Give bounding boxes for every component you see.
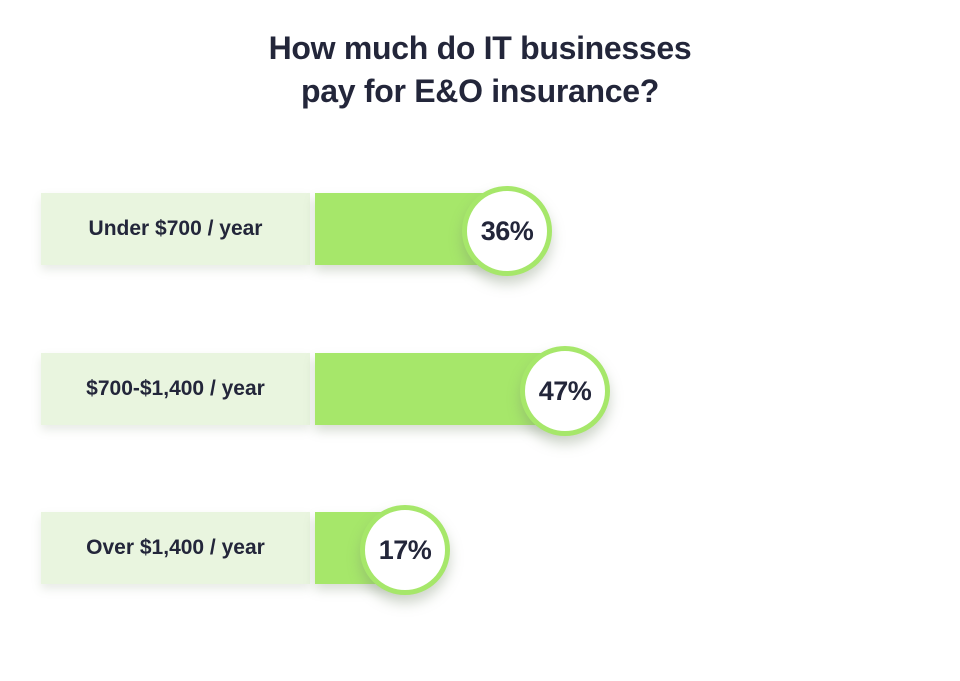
category-label-box: Under $700 / year <box>41 193 310 265</box>
bar-row: Under $700 / year 36% <box>0 186 960 276</box>
category-label: Over $1,400 / year <box>86 536 265 559</box>
category-label: Under $700 / year <box>88 217 263 240</box>
value-label: 17% <box>378 534 432 565</box>
value-badge: 47% <box>520 346 610 436</box>
category-label: $700-$1,400 / year <box>86 377 265 400</box>
category-label-box: Over $1,400 / year <box>41 512 310 584</box>
chart-title: How much do IT businesses pay for E&O in… <box>0 27 960 113</box>
chart-title-line2: pay for E&O insurance? <box>301 73 659 109</box>
chart-title-line1: How much do IT businesses <box>268 30 692 66</box>
category-label-box: $700-$1,400 / year <box>41 353 310 425</box>
value-badge: 36% <box>462 186 552 276</box>
bar-row: $700-$1,400 / year 47% <box>0 346 960 436</box>
bar-row: Over $1,400 / year 17% <box>0 505 960 595</box>
value-badge: 17% <box>360 505 450 595</box>
value-label: 47% <box>538 375 592 406</box>
value-label: 36% <box>480 215 534 246</box>
